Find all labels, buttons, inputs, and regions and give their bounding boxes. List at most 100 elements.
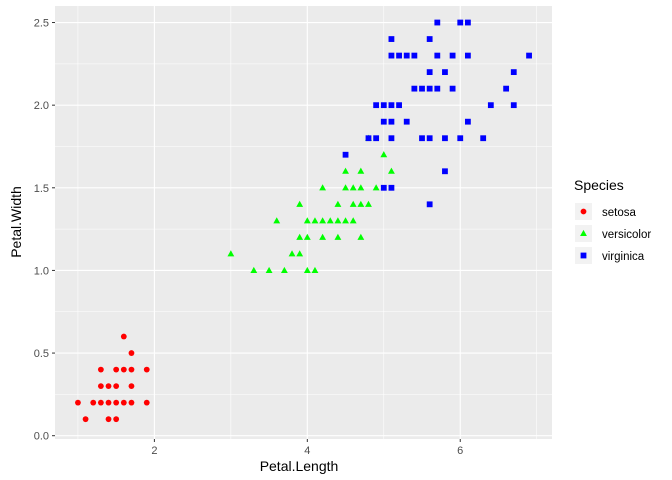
point-virginica: [487, 102, 494, 109]
point-setosa: [143, 399, 150, 406]
point-virginica: [426, 36, 433, 42]
point-setosa: [105, 399, 112, 406]
point-virginica: [449, 85, 456, 92]
point-setosa: [120, 366, 127, 373]
legend-label-versicolor: versicolor: [602, 229, 651, 241]
point-versicolor: [326, 217, 334, 224]
point-virginica: [342, 151, 349, 158]
point-virginica: [449, 52, 456, 59]
point-virginica: [426, 69, 433, 76]
point-virginica: [396, 102, 402, 109]
point-setosa: [75, 399, 81, 406]
point-virginica: [396, 52, 402, 59]
point-virginica: [457, 135, 464, 142]
point-virginica: [403, 52, 410, 59]
point-virginica: [403, 118, 410, 125]
point-virginica: [464, 19, 471, 26]
point-versicolor: [342, 167, 349, 174]
point-virginica: [388, 36, 395, 42]
y-axis-title: Petal.Width: [8, 186, 24, 258]
point-setosa: [90, 399, 97, 406]
point-setosa: [128, 350, 135, 356]
point-virginica: [373, 102, 380, 109]
point-setosa: [105, 416, 112, 423]
x-tick-label: 6: [457, 445, 463, 457]
point-versicolor: [311, 217, 319, 224]
plot-panel: [55, 6, 552, 439]
point-virginica: [426, 85, 433, 92]
point-setosa: [113, 366, 120, 373]
point-setosa: [128, 399, 135, 406]
point-versicolor: [311, 266, 319, 273]
point-versicolor: [388, 167, 395, 174]
point-setosa: [97, 399, 104, 406]
point-versicolor: [319, 184, 327, 191]
point-versicolor: [372, 184, 380, 191]
point-versicolor: [334, 217, 342, 224]
point-setosa: [113, 383, 120, 390]
point-virginica: [442, 168, 448, 175]
point-virginica: [480, 135, 487, 142]
point-setosa: [97, 383, 104, 390]
point-virginica: [434, 85, 441, 92]
point-setosa: [128, 383, 135, 390]
point-versicolor: [319, 217, 327, 224]
point-versicolor: [250, 266, 258, 273]
point-virginica: [419, 135, 425, 142]
point-versicolor: [334, 233, 342, 240]
point-setosa: [120, 399, 127, 406]
point-virginica: [388, 102, 395, 109]
point-versicolor: [296, 250, 304, 257]
point-virginica: [388, 135, 395, 142]
point-virginica: [365, 135, 372, 142]
point-versicolor: [303, 233, 311, 240]
legend-key-setosa: [580, 208, 587, 215]
point-virginica: [380, 118, 387, 125]
point-versicolor: [296, 233, 304, 240]
point-virginica: [457, 19, 464, 26]
point-virginica: [380, 184, 387, 191]
legend-label-virginica: virginica: [602, 251, 645, 263]
point-virginica: [411, 85, 418, 92]
point-versicolor: [342, 217, 349, 224]
point-virginica: [419, 85, 425, 92]
point-versicolor: [357, 200, 365, 207]
point-versicolor: [296, 200, 304, 207]
point-virginica: [388, 52, 395, 59]
point-virginica: [411, 52, 418, 59]
point-setosa: [128, 366, 135, 373]
point-setosa: [113, 399, 120, 406]
point-versicolor: [265, 266, 273, 273]
point-versicolor: [280, 266, 288, 273]
point-versicolor: [319, 233, 327, 240]
point-virginica: [442, 69, 448, 76]
legend-key-versicolor: [580, 229, 587, 237]
legend-label-setosa: setosa: [602, 207, 636, 219]
point-virginica: [510, 69, 517, 76]
legend-key-virginica: [580, 252, 587, 259]
y-tick-label: 2.5: [34, 18, 49, 30]
point-virginica: [388, 118, 395, 125]
point-virginica: [464, 118, 471, 125]
axis-ticks: 2 4 6 0.0 0.5 1.0 1.5 2.0 2.5: [34, 18, 464, 457]
data-points: [75, 19, 532, 423]
point-versicolor: [357, 167, 365, 174]
point-setosa: [120, 333, 127, 340]
point-setosa: [105, 383, 112, 390]
point-virginica: [526, 52, 532, 59]
point-setosa: [113, 416, 120, 423]
point-virginica: [510, 102, 517, 109]
point-virginica: [373, 135, 380, 142]
point-virginica: [388, 184, 395, 191]
point-versicolor: [357, 184, 365, 191]
grid-lines: [55, 6, 552, 439]
point-versicolor: [303, 266, 311, 273]
point-versicolor: [365, 200, 372, 207]
point-versicolor: [349, 200, 357, 207]
point-virginica: [503, 85, 510, 92]
point-virginica: [434, 52, 441, 59]
y-tick-label: 1.0: [34, 265, 49, 277]
point-versicolor: [227, 250, 235, 257]
x-axis-title: Petal.Length: [260, 458, 339, 474]
